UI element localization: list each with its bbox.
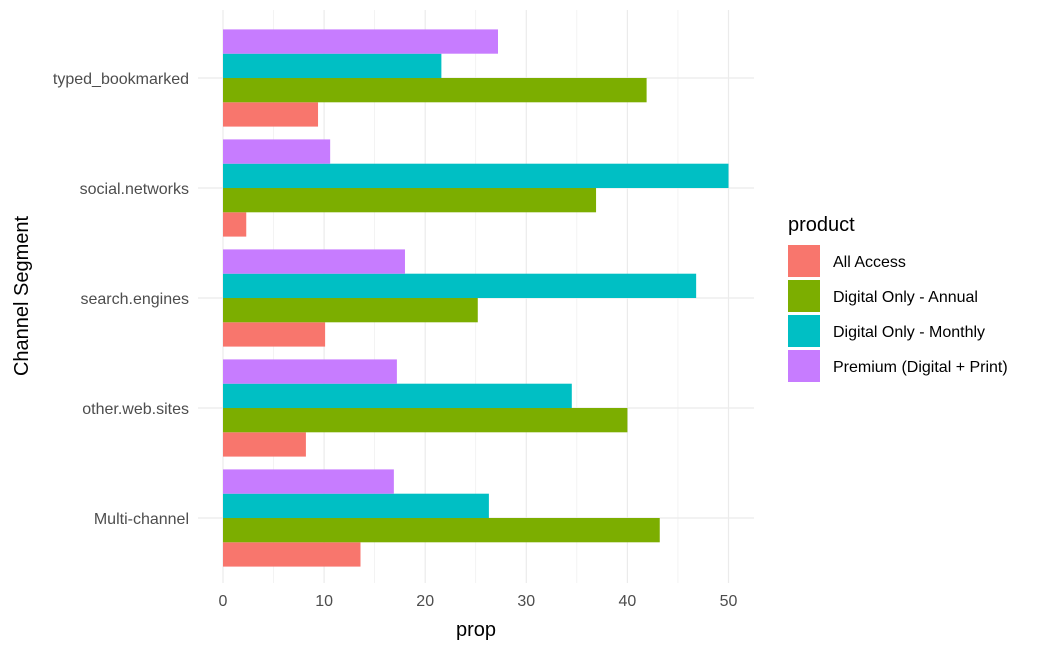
y-tick-label: typed_bookmarked <box>53 71 189 88</box>
y-axis-title: Channel Segment <box>11 216 33 377</box>
legend-label: Digital Only - Monthly <box>833 324 985 341</box>
y-tick-label: Multi-channel <box>94 511 189 528</box>
legend-label: Premium (Digital + Print) <box>833 359 1008 376</box>
legend-swatch <box>788 315 820 347</box>
bar <box>223 29 498 54</box>
x-tick-label: 30 <box>517 593 535 610</box>
x-tick-label: 50 <box>720 593 738 610</box>
x-tick-label: 20 <box>416 593 434 610</box>
y-tick-label: social.networks <box>80 181 189 198</box>
bar <box>223 408 628 433</box>
bar <box>223 188 597 213</box>
bar <box>223 102 319 127</box>
legend-title: product <box>788 214 855 236</box>
bar <box>223 469 394 494</box>
bar <box>223 78 647 103</box>
bar <box>223 139 331 164</box>
bar <box>223 298 478 323</box>
bar <box>223 359 397 384</box>
bar <box>223 53 442 78</box>
x-axis-title: prop <box>456 619 496 641</box>
x-axis-ticks: 0 10 20 30 40 50 <box>219 593 738 610</box>
y-axis-ticks: typed_bookmarked social.networks search.en… <box>53 71 189 528</box>
bar <box>223 383 572 408</box>
bars <box>223 29 729 567</box>
y-tick-label: other.web.sites <box>82 401 189 418</box>
x-tick-label: 10 <box>315 593 333 610</box>
y-tick-label: search.engines <box>80 291 189 308</box>
legend-label: Digital Only - Annual <box>833 289 978 306</box>
bar <box>223 542 361 567</box>
bar <box>223 163 729 188</box>
legend-swatch <box>788 350 820 382</box>
legend-swatch <box>788 280 820 312</box>
bar <box>223 273 697 298</box>
bar <box>223 249 405 274</box>
x-tick-label: 0 <box>219 593 228 610</box>
x-tick-label: 40 <box>619 593 637 610</box>
bar <box>223 212 247 237</box>
bar <box>223 432 306 457</box>
bar <box>223 493 489 518</box>
bar <box>223 322 326 347</box>
bar <box>223 518 660 543</box>
legend: product All Access Digital Only - Annual D… <box>788 214 1008 382</box>
legend-swatch <box>788 245 820 277</box>
legend-label: All Access <box>833 254 906 271</box>
